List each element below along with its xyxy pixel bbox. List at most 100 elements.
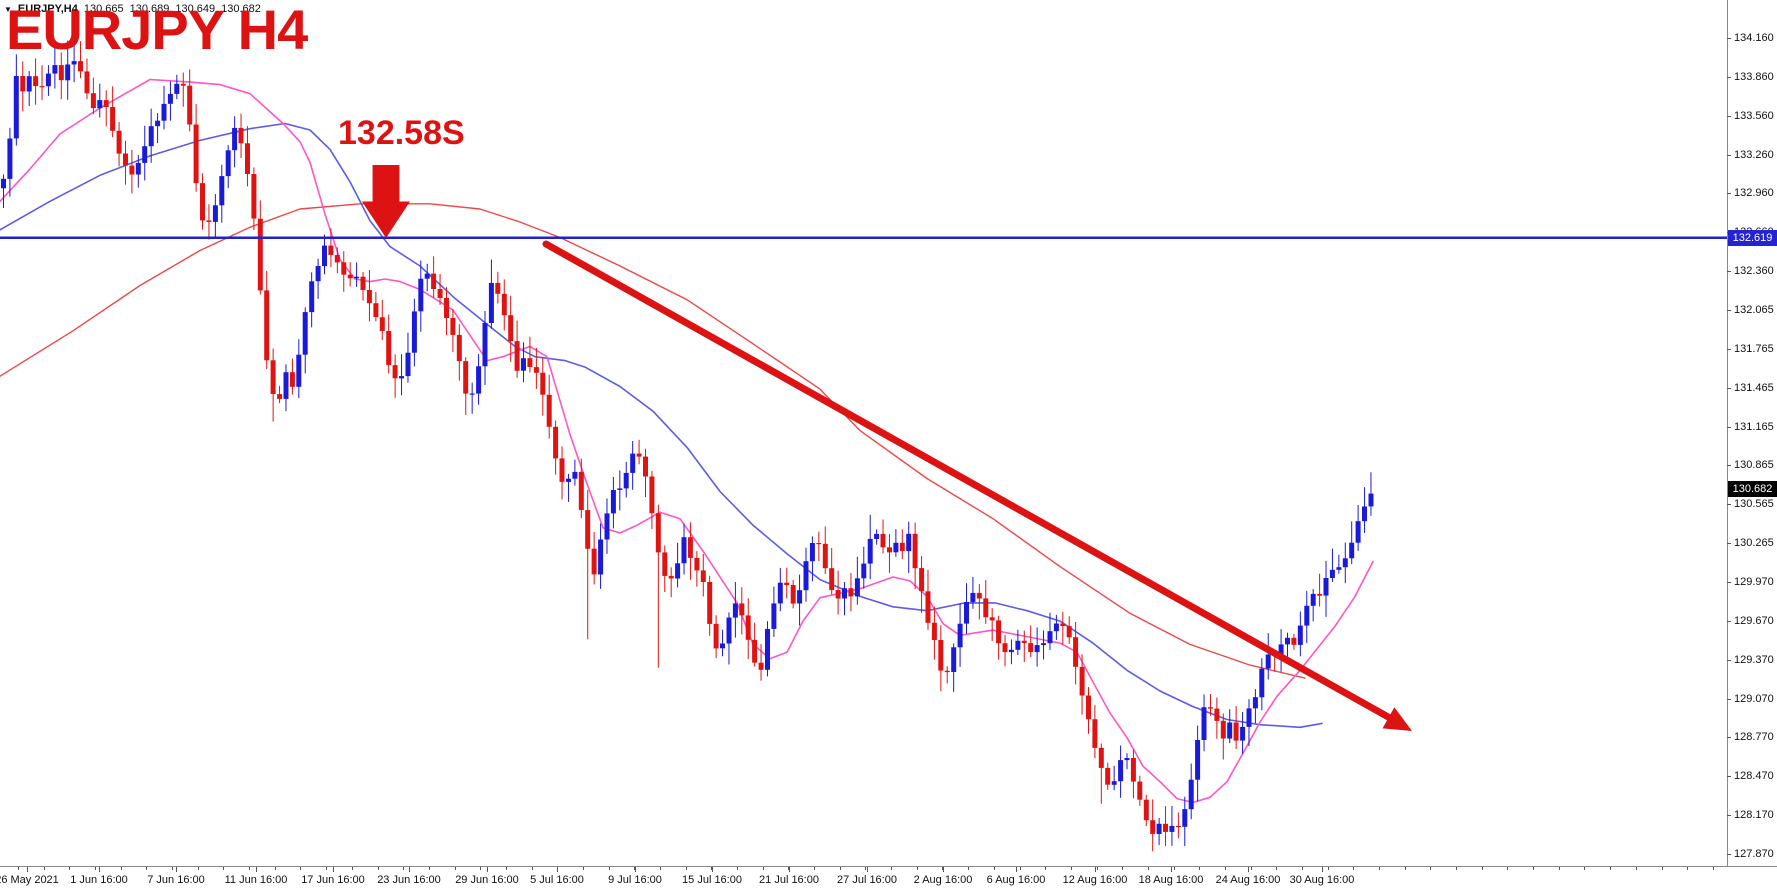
candle-body [238,127,244,144]
candle-body [874,533,880,539]
candle-body [482,323,488,367]
time-axis[interactable]: 26 May 2021 1 Jun 16:00 7 Jun 16:00 11 Jun … [0,867,1777,893]
time-axis-tick [943,867,944,872]
time-axis-minor-tick [454,867,456,870]
candle-body [662,552,668,576]
ma-red-slow[interactable] [0,203,1306,679]
candle-body [893,542,899,553]
candle-body [1317,593,1323,596]
candle-body [1329,569,1335,578]
candle-body [809,543,815,562]
candle-body [187,85,193,125]
candle-body [668,575,674,579]
candle-body [1246,708,1252,727]
time-axis-minor-tick [1456,867,1458,870]
time-axis-tick [712,867,713,872]
candle-body [842,588,847,599]
candle-body [84,71,90,94]
candle-body [1297,625,1303,645]
candle-body [264,290,270,361]
candle-body [797,590,803,604]
candle-body [1163,823,1168,832]
candle-body [1156,823,1162,834]
candle-body [687,537,693,558]
price-axis[interactable]: 134.160 133.860 133.560 133.260 132.960 132.6… [1727,0,1777,866]
candle-body [1233,722,1239,741]
time-axis-minor-tick [916,867,918,870]
time-axis-minor-tick [146,867,148,870]
ma-blue-medium[interactable] [0,122,1323,729]
time-axis-tick [99,867,100,872]
candle-body [225,150,231,177]
time-axis-label: 23 Jun 16:00 [377,874,441,886]
price-axis-tick [1727,348,1731,350]
candle-body [1169,825,1175,832]
price-axis-label: 132.960 [1734,187,1774,200]
price-axis-separator [1727,0,1728,866]
time-axis-minor-tick [1302,867,1303,870]
candle-body [887,547,892,553]
candle-body [1028,643,1034,653]
candle-body [366,290,372,304]
price-axis-label: 133.560 [1734,109,1774,122]
candle-body [52,65,58,74]
candle-body [553,426,559,459]
downtrend-line[interactable] [542,240,1394,722]
candle-body [116,130,122,154]
chart-title-text: EURJPY H4 [6,0,308,61]
candle-body [450,318,456,335]
candle-body [270,360,276,394]
time-axis-minor-tick [1661,867,1663,870]
candle-body [610,490,616,514]
time-axis-label: 29 Jun 16:00 [455,874,519,886]
candle-body [964,602,969,624]
candle-body [444,298,449,318]
candle-body [90,93,96,109]
candle-body [277,394,283,399]
candle-body [1137,781,1143,800]
time-axis-minor-tick [1250,867,1252,870]
candle-body [309,281,315,313]
candle-body [867,538,873,564]
candle-body [315,266,321,282]
candle-body [848,588,854,597]
resistance-level-label[interactable]: 132.58S [338,114,465,152]
time-axis-minor-tick [1224,867,1226,870]
candle-body [508,315,514,342]
time-axis-minor-tick [685,867,687,870]
candle-body [1323,578,1329,596]
time-axis-minor-tick [223,867,225,870]
candle-body [488,282,494,323]
candle-body [745,615,751,640]
candle-body [174,83,180,94]
time-axis-minor-tick [1430,867,1432,870]
price-axis-label: 134.160 [1734,32,1774,44]
candle-body [373,303,379,318]
price-axis-tick [1727,815,1731,817]
candle-body [938,640,944,671]
time-axis-tick [1016,867,1017,872]
candle-body [232,127,238,151]
candle-body [854,578,860,597]
price-axis-tick [1727,776,1731,778]
price-axis-label: 132.065 [1734,304,1774,317]
ma-pink-fast[interactable] [0,78,1374,804]
candle-body [1111,781,1117,785]
candle-body [752,639,758,663]
candle-body [777,582,783,604]
price-axis-tick [1727,620,1731,622]
time-axis-label: 21 Jul 16:00 [759,874,819,886]
candle-body [1053,623,1059,632]
current-price-tag: 130.682 [1728,480,1777,497]
price-axis-tick [1727,426,1731,428]
price-chart-canvas[interactable] [0,0,1727,866]
price-axis-label: 128.170 [1734,809,1774,822]
price-axis-tick [1727,659,1731,661]
collapse-arrow-icon[interactable]: ▼ [4,4,12,14]
price-axis-label: 133.260 [1734,148,1774,161]
candle-body [322,245,327,267]
time-axis-tick [256,867,257,872]
candle-body [989,617,995,621]
time-axis-label: 6 Aug 16:00 [986,874,1046,886]
candle-body [469,393,475,395]
